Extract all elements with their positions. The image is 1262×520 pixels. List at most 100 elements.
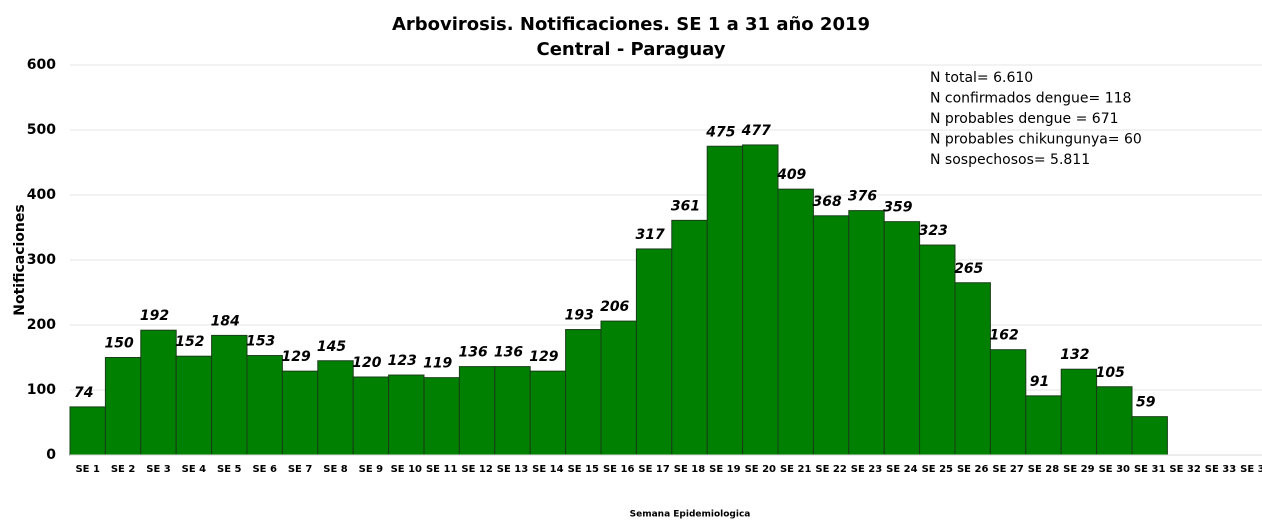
bar bbox=[175, 355, 213, 456]
bar bbox=[848, 210, 885, 456]
annotation: N probables chikungunya= 60 bbox=[930, 132, 1142, 148]
value-label: 123 bbox=[388, 353, 417, 369]
y-axis-label: Notificaciones bbox=[12, 204, 28, 315]
bar bbox=[423, 377, 460, 456]
bar bbox=[635, 248, 673, 456]
x-tick-label: SE 31 bbox=[1134, 464, 1165, 475]
value-label: 105 bbox=[1096, 365, 1125, 381]
value-label: 152 bbox=[175, 334, 204, 350]
bar bbox=[742, 144, 779, 456]
y-tick-label: 100 bbox=[27, 382, 56, 398]
value-label: 192 bbox=[140, 308, 169, 324]
x-tick-label: SE 8 bbox=[323, 464, 348, 475]
bar bbox=[494, 366, 531, 456]
x-tick-label: SE 30 bbox=[1099, 464, 1130, 475]
x-tick-label: SE 17 bbox=[638, 464, 669, 475]
x-tick-label: SE 14 bbox=[532, 464, 563, 475]
value-label: 120 bbox=[352, 355, 381, 371]
bar bbox=[706, 145, 744, 456]
annotation: N sospechosos= 5.811 bbox=[930, 152, 1090, 168]
bar bbox=[317, 360, 354, 456]
x-tick-label: SE 12 bbox=[461, 464, 492, 475]
bar bbox=[565, 329, 602, 456]
value-label: 184 bbox=[211, 313, 240, 329]
bar bbox=[954, 282, 991, 456]
value-label: 119 bbox=[423, 356, 452, 372]
x-tick-label: SE 16 bbox=[603, 464, 634, 475]
value-label: 206 bbox=[600, 299, 629, 315]
value-label: 150 bbox=[104, 336, 133, 352]
x-tick-label: SE 18 bbox=[674, 464, 705, 475]
x-tick-label: SE 9 bbox=[359, 464, 384, 475]
x-tick-label: SE 7 bbox=[288, 464, 313, 475]
bar bbox=[812, 215, 850, 456]
annotation: N total= 6.610 bbox=[930, 70, 1033, 86]
x-tick-label: SE 22 bbox=[815, 464, 846, 475]
bar bbox=[104, 357, 142, 456]
bar bbox=[388, 374, 425, 456]
value-label: 136 bbox=[458, 345, 487, 361]
bar bbox=[69, 406, 106, 456]
x-tick-label: SE 11 bbox=[426, 464, 457, 475]
x-tick-label: SE 26 bbox=[957, 464, 988, 475]
x-tick-label: SE 25 bbox=[922, 464, 953, 475]
x-tick-label: SE 6 bbox=[252, 464, 277, 475]
value-label: 129 bbox=[529, 349, 558, 365]
bar bbox=[458, 366, 496, 456]
value-label: 193 bbox=[565, 308, 594, 324]
x-tick-label: SE 29 bbox=[1063, 464, 1094, 475]
value-label: 265 bbox=[954, 261, 983, 277]
x-tick-label: SE 3 bbox=[146, 464, 171, 475]
x-tick-label: SE 32 bbox=[1169, 464, 1200, 475]
value-label: 91 bbox=[1030, 374, 1049, 390]
x-tick-label: SE 34 bbox=[1240, 464, 1262, 475]
bar bbox=[919, 244, 956, 456]
bar bbox=[600, 320, 637, 456]
value-label: 317 bbox=[635, 227, 664, 243]
bar bbox=[246, 355, 283, 456]
value-label: 74 bbox=[74, 385, 93, 401]
bar bbox=[281, 370, 319, 456]
x-tick-label: SE 27 bbox=[992, 464, 1023, 475]
bar bbox=[1060, 368, 1098, 456]
x-tick-label: SE 1 bbox=[75, 464, 100, 475]
bar bbox=[1131, 416, 1168, 456]
value-label: 153 bbox=[246, 334, 275, 350]
y-tick-label: 0 bbox=[46, 447, 56, 463]
value-label: 475 bbox=[705, 124, 735, 140]
bar bbox=[883, 221, 921, 456]
bar bbox=[1096, 386, 1133, 456]
bar bbox=[671, 219, 708, 456]
value-label: 129 bbox=[281, 349, 310, 365]
chart-title: Arbovirosis. Notificaciones. SE 1 a 31 a… bbox=[392, 14, 870, 35]
chart-subtitle: Central - Paraguay bbox=[537, 39, 726, 60]
annotation: N probables dengue = 671 bbox=[930, 111, 1119, 127]
x-tick-label: SE 4 bbox=[182, 464, 207, 475]
bar bbox=[529, 370, 567, 456]
bar bbox=[352, 376, 390, 456]
value-label: 359 bbox=[883, 200, 912, 216]
x-tick-label: SE 20 bbox=[745, 464, 776, 475]
y-tick-label: 600 bbox=[27, 57, 56, 73]
value-label: 162 bbox=[989, 328, 1018, 344]
x-tick-label: SE 33 bbox=[1205, 464, 1236, 475]
value-label: 132 bbox=[1060, 347, 1089, 363]
value-label: 136 bbox=[494, 345, 523, 361]
x-tick-label: SE 10 bbox=[391, 464, 422, 475]
bar bbox=[140, 329, 177, 456]
x-tick-label: SE 21 bbox=[780, 464, 811, 475]
y-tick-label: 200 bbox=[27, 317, 56, 333]
bar bbox=[211, 334, 248, 456]
x-tick-label: SE 28 bbox=[1028, 464, 1059, 475]
x-tick-label: SE 5 bbox=[217, 464, 242, 475]
bar bbox=[777, 188, 814, 456]
value-label: 477 bbox=[741, 123, 771, 139]
x-tick-label: SE 23 bbox=[851, 464, 882, 475]
value-label: 59 bbox=[1136, 395, 1156, 411]
y-tick-label: 500 bbox=[27, 122, 56, 138]
annotation: N confirmados dengue= 118 bbox=[930, 91, 1131, 107]
y-tick-label: 300 bbox=[27, 252, 56, 268]
y-tick-label: 400 bbox=[27, 187, 56, 203]
